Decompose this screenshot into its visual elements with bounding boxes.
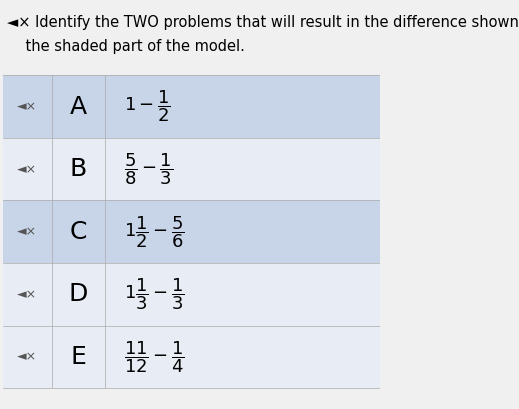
Text: C: C — [70, 220, 87, 244]
Text: $1\dfrac{1}{3} - \dfrac{1}{3}$: $1\dfrac{1}{3} - \dfrac{1}{3}$ — [124, 276, 184, 312]
Text: ◄×: ◄× — [17, 288, 37, 301]
Text: B: B — [70, 157, 87, 181]
Bar — [3, 200, 380, 263]
Text: E: E — [70, 345, 86, 369]
Text: $1\dfrac{1}{2} - \dfrac{5}{6}$: $1\dfrac{1}{2} - \dfrac{5}{6}$ — [124, 214, 184, 249]
Bar — [3, 75, 380, 138]
Text: ◄× Identify the TWO problems that will result in the difference shown by: ◄× Identify the TWO problems that will r… — [7, 15, 519, 30]
Text: ◄×: ◄× — [17, 100, 37, 113]
Bar — [3, 326, 380, 388]
Text: the shaded part of the model.: the shaded part of the model. — [7, 39, 244, 54]
Text: ◄×: ◄× — [17, 163, 37, 176]
Text: $\dfrac{11}{12} - \dfrac{1}{4}$: $\dfrac{11}{12} - \dfrac{1}{4}$ — [124, 339, 184, 375]
Bar — [3, 263, 380, 326]
Text: $1 - \dfrac{1}{2}$: $1 - \dfrac{1}{2}$ — [124, 89, 171, 124]
Text: $\dfrac{5}{8} - \dfrac{1}{3}$: $\dfrac{5}{8} - \dfrac{1}{3}$ — [124, 151, 173, 187]
Text: A: A — [70, 94, 87, 119]
Text: ◄×: ◄× — [17, 225, 37, 238]
Text: D: D — [69, 282, 88, 306]
Bar — [3, 138, 380, 200]
Text: ◄×: ◄× — [17, 350, 37, 363]
